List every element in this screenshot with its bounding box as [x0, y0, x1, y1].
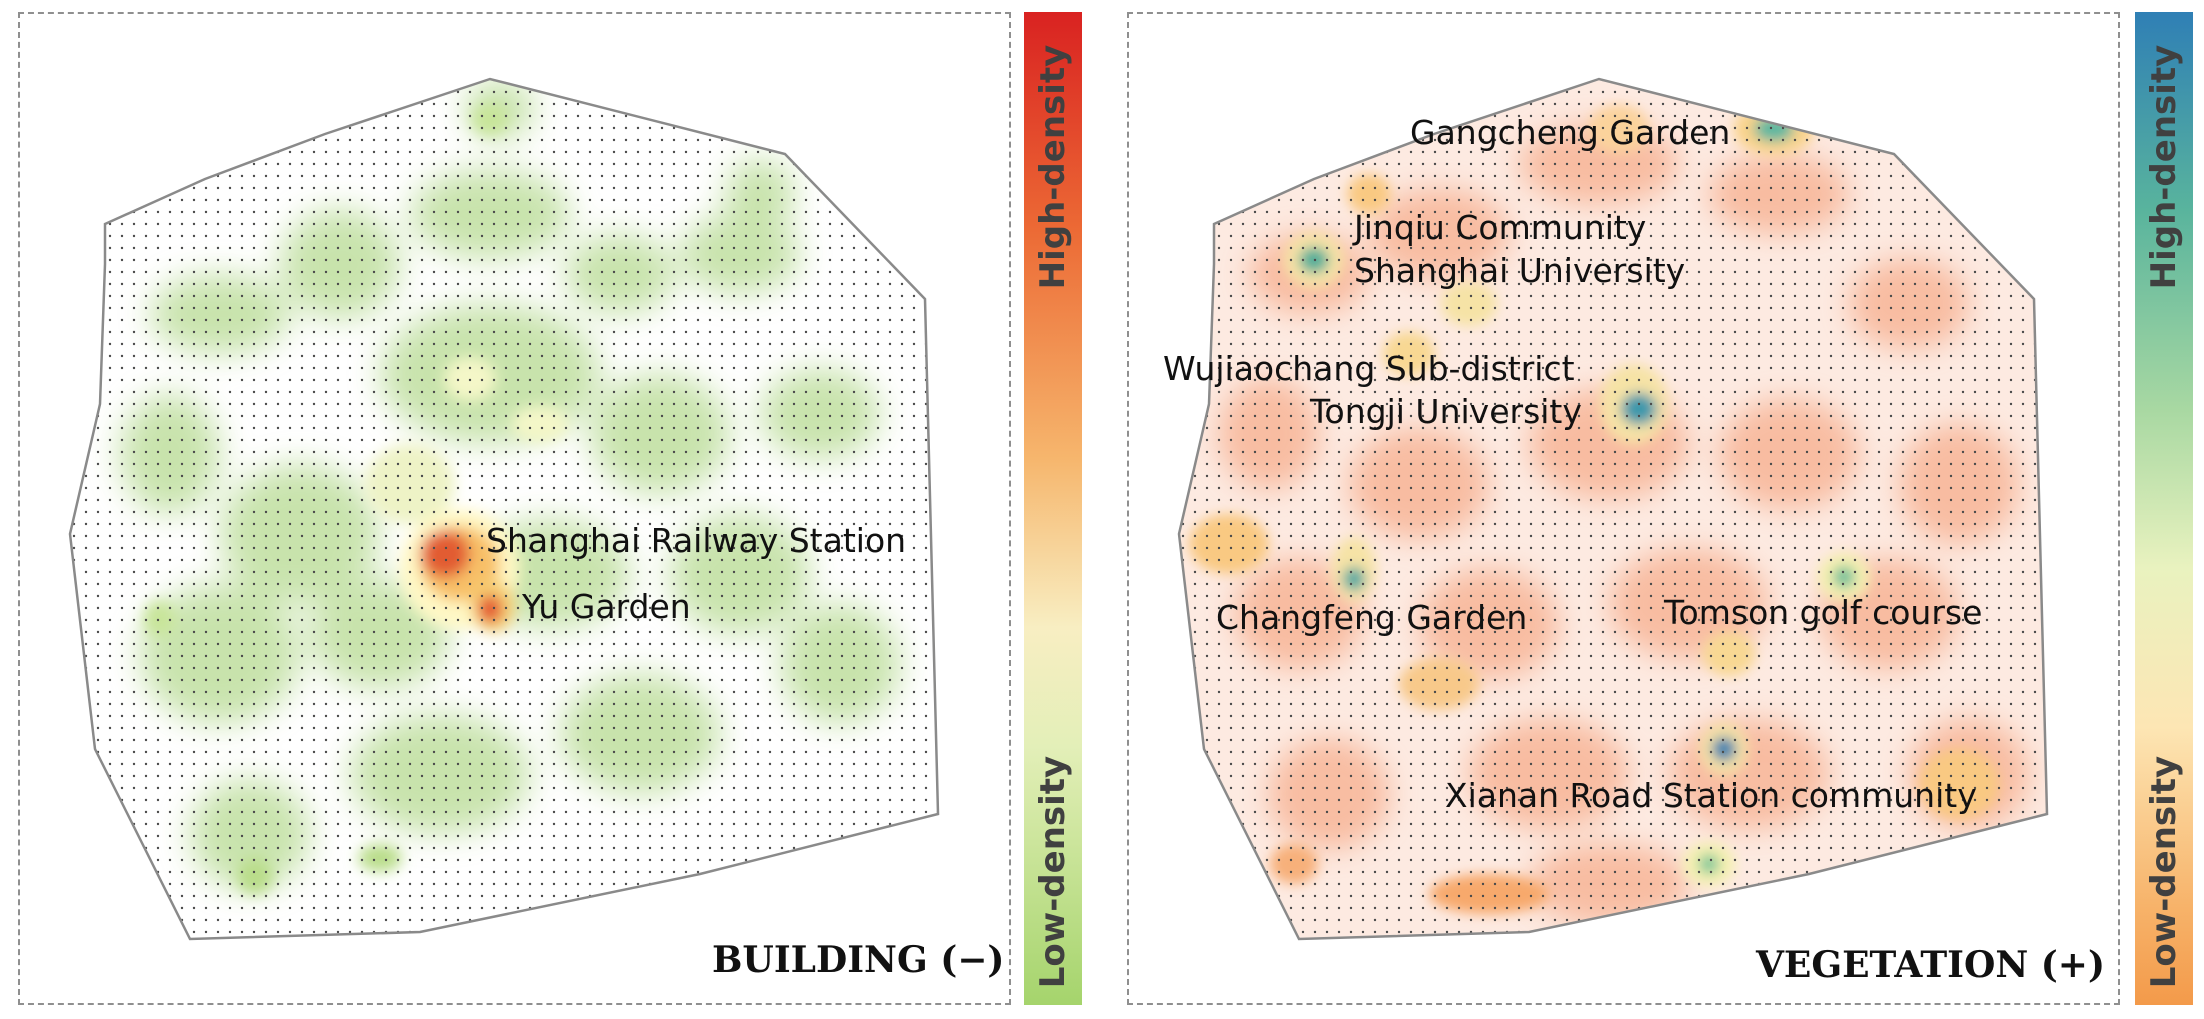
vegetation-heat-layer: [1179, 79, 2047, 939]
building-density-map: Shanghai Railway Station Yu Garden: [68, 77, 940, 941]
vegetation-density-panel: Gangcheng Garden Jinqiu Community Shangh…: [1127, 12, 2120, 1005]
map-label-xianan-road-station-community: Xianan Road Station community: [1445, 776, 1977, 815]
colorbar-low-label: Low-density: [2144, 755, 2184, 989]
vegetation-density-map: Gangcheng Garden Jinqiu Community Shangh…: [1163, 77, 2049, 941]
building-density-panel: Shanghai Railway Station Yu Garden BUILD…: [18, 12, 1011, 1005]
map-label-shanghai-university: Shanghai University: [1354, 251, 1685, 290]
colorbar-low-label: Low-density: [1033, 755, 1073, 989]
map-label-gangcheng-garden: Gangcheng Garden: [1410, 113, 1730, 152]
map-label-wujiaochang-sub-district: Wujiaochang Sub-district: [1163, 349, 1575, 388]
map-label-jinqiu-community: Jinqiu Community: [1352, 208, 1646, 247]
colorbar-high-label: High-density: [2144, 44, 2184, 290]
building-heat-layer: [70, 79, 938, 939]
study-area-boundary: [68, 77, 940, 941]
map-label-tongji-university: Tongji University: [1309, 392, 1582, 431]
map-label-tomson-golf-course: Tomson golf course: [1663, 593, 1982, 632]
map-label-changfeng-garden: Changfeng Garden: [1216, 598, 1527, 637]
vegetation-panel-title: VEGETATION (+): [1756, 944, 2105, 986]
map-label-shanghai-railway-station: Shanghai Railway Station: [486, 521, 906, 560]
map-label-yu-garden: Yu Garden: [521, 587, 691, 626]
study-area-boundary: [1177, 77, 2049, 941]
building-panel-title: BUILDING (−): [712, 939, 1005, 981]
vegetation-density-colorbar: High-density Low-density: [2135, 12, 2193, 1005]
building-density-colorbar: High-density Low-density: [1024, 12, 1082, 1005]
colorbar-high-label: High-density: [1033, 44, 1073, 290]
